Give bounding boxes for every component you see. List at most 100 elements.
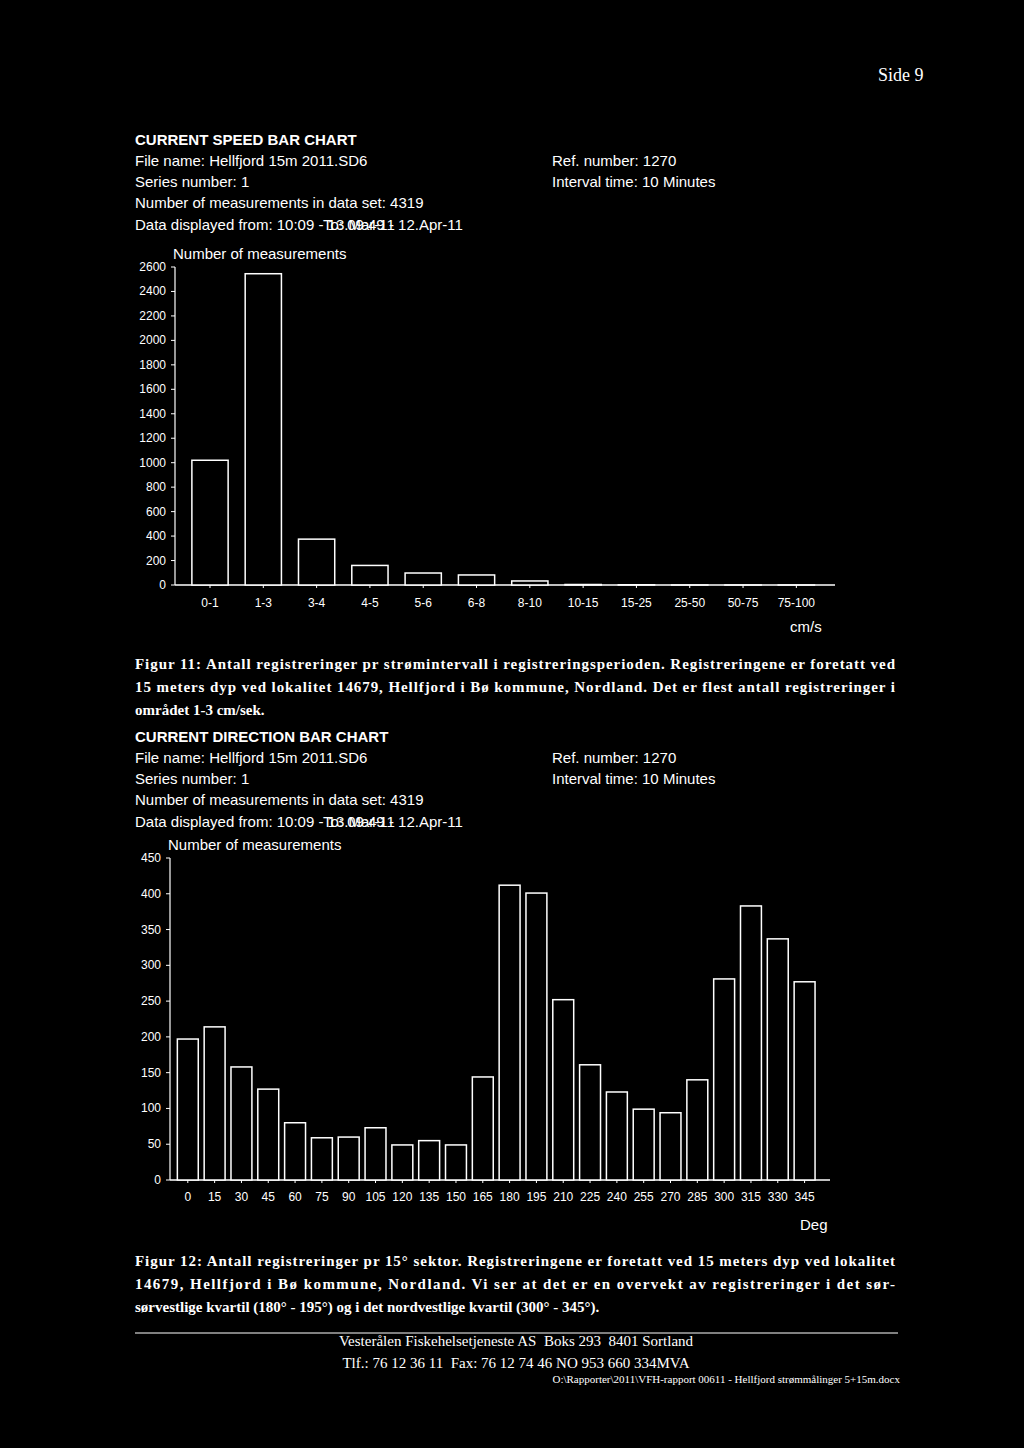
chart-info: To: 09:49 - 12.Apr-11 — [323, 216, 463, 233]
y-tick-label: 600 — [146, 505, 166, 519]
footer-line: Vesterålen Fiskehelsetjeneste AS Boks 29… — [339, 1333, 694, 1349]
chart-info: Ref. number: 1270 — [552, 749, 676, 766]
x-tick — [295, 1180, 296, 1183]
y-tick — [171, 413, 175, 414]
y-tick — [171, 487, 175, 488]
x-tick — [804, 1180, 805, 1183]
y-tick-label: 2200 — [139, 309, 166, 323]
x-tick-label: 50-75 — [728, 596, 759, 610]
figure-caption: området 1-3 cm/sek. — [135, 702, 265, 718]
x-tick-label: 4-5 — [361, 596, 379, 610]
x-tick-label: 10-15 — [568, 596, 599, 610]
x-tick — [375, 1180, 376, 1183]
x-tick — [187, 1180, 188, 1183]
x-tick-label: 90 — [342, 1190, 356, 1204]
y-tick-label: 2400 — [139, 284, 166, 298]
figure-caption: Figur 12: Antall registreringer pr 15° s… — [135, 1253, 895, 1269]
y-tick — [166, 929, 170, 930]
x-tick-label: 195 — [526, 1190, 546, 1204]
chart-info: File name: Hellfjord 15m 2011.SD6 — [135, 152, 367, 169]
x-tick-label: 0 — [184, 1190, 191, 1204]
x-tick — [402, 1180, 403, 1183]
x-axis-title: cm/s — [790, 618, 822, 635]
footer-path: O:\Rapporter\2011\VFH-rapport 00611 - He… — [552, 1373, 900, 1385]
y-tick-label: 1600 — [139, 382, 166, 396]
bar — [553, 1000, 574, 1180]
y-tick — [171, 560, 175, 561]
x-tick — [743, 585, 744, 588]
bar — [472, 1077, 493, 1180]
y-tick — [171, 267, 175, 268]
bar-chart: CURRENT SPEED BAR CHARTFile name: Hellfj… — [135, 131, 835, 635]
bar — [794, 982, 815, 1180]
x-tick — [210, 585, 211, 588]
chart-info: Ref. number: 1270 — [552, 152, 676, 169]
x-tick-label: 8-10 — [518, 596, 542, 610]
y-tick-label: 1800 — [139, 358, 166, 372]
x-tick — [316, 585, 317, 588]
x-tick-label: 0-1 — [201, 596, 219, 610]
chart-info: Series number: 1 — [135, 173, 249, 190]
x-tick-label: 345 — [795, 1190, 815, 1204]
bar — [311, 1138, 332, 1180]
y-tick — [166, 1144, 170, 1145]
y-tick-label: 350 — [141, 923, 161, 937]
y-tick — [166, 1001, 170, 1002]
y-tick-label: 250 — [141, 994, 161, 1008]
x-tick — [263, 585, 264, 588]
y-tick — [166, 1180, 170, 1181]
y-tick-label: 2000 — [139, 333, 166, 347]
y-tick — [171, 315, 175, 316]
y-tick-label: 400 — [146, 529, 166, 543]
bar — [580, 1065, 601, 1180]
x-tick-label: 240 — [607, 1190, 627, 1204]
y-tick-label: 1400 — [139, 407, 166, 421]
x-tick — [796, 585, 797, 588]
x-tick — [590, 1180, 591, 1183]
bar — [660, 1113, 681, 1180]
bar — [458, 575, 494, 585]
x-tick — [268, 1180, 269, 1183]
page-number: Side 9 — [878, 65, 924, 85]
x-tick-label: 6-8 — [468, 596, 486, 610]
y-tick — [166, 1036, 170, 1037]
y-tick-label: 2600 — [139, 260, 166, 274]
bar — [419, 1141, 440, 1180]
bar — [526, 893, 547, 1180]
x-tick — [214, 1180, 215, 1183]
page: Side 9 CURRENT SPEED BAR CHARTFile name: … — [0, 0, 1024, 1448]
bar — [512, 581, 548, 585]
chart-info: Series number: 1 — [135, 770, 249, 787]
y-tick — [171, 462, 175, 463]
x-tick-label: 25-50 — [674, 596, 705, 610]
bars — [192, 274, 815, 585]
chart-info: Interval time: 10 Minutes — [552, 173, 715, 190]
y-tick — [166, 965, 170, 966]
y-tick — [171, 291, 175, 292]
y-tick-label: 50 — [148, 1137, 162, 1151]
x-axis-title: Deg — [800, 1216, 828, 1233]
y-tick-label: 200 — [141, 1030, 161, 1044]
y-tick-label: 450 — [141, 851, 161, 865]
x-tick-label: 165 — [473, 1190, 493, 1204]
y-axis — [174, 267, 175, 585]
y-tick — [171, 438, 175, 439]
x-tick-label: 270 — [660, 1190, 680, 1204]
x-tick-label: 75 — [315, 1190, 329, 1204]
bar — [245, 274, 281, 585]
footer-line: Tlf.: 76 12 36 11 Fax: 76 12 74 46 NO 95… — [342, 1355, 689, 1371]
bar — [352, 565, 388, 585]
bar — [499, 885, 520, 1180]
bar-chart: CURRENT DIRECTION BAR CHARTFile name: He… — [135, 728, 830, 1233]
x-tick — [583, 585, 584, 588]
bar — [338, 1137, 359, 1180]
y-tick — [166, 858, 170, 859]
bar — [258, 1089, 279, 1180]
x-tick — [369, 585, 370, 588]
y-tick — [171, 585, 175, 586]
x-tick — [423, 585, 424, 588]
x-tick-label: 255 — [634, 1190, 654, 1204]
bar — [446, 1145, 467, 1180]
x-tick — [670, 1180, 671, 1183]
x-tick — [348, 1180, 349, 1183]
